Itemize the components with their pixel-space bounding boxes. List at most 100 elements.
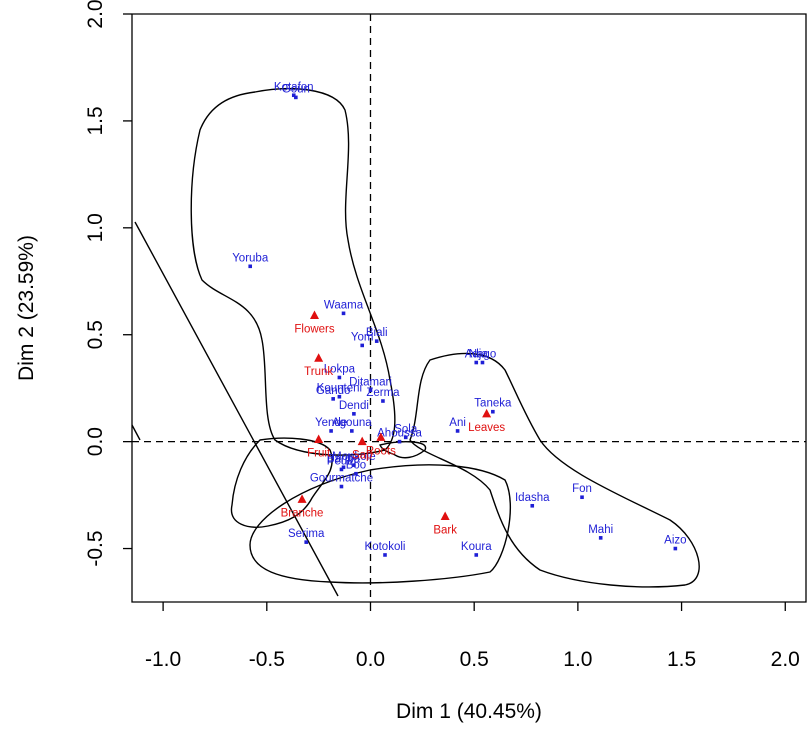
y-axis-title: Dim 2 (23.59%) xyxy=(15,235,38,381)
point-label-fon: Fon xyxy=(572,483,592,495)
point-label-peulh: Peulh xyxy=(327,455,356,467)
point-label-mahi: Mahi xyxy=(588,524,613,536)
point-marker-ditamari xyxy=(368,388,373,393)
boundary-stub xyxy=(131,424,141,441)
point-marker-koura xyxy=(474,553,479,557)
x-axis-title: Dim 1 (40.45%) xyxy=(396,700,542,723)
y-tick-label: 1.5 xyxy=(84,106,107,135)
point-label-monkole: Monkole xyxy=(332,451,375,463)
point-marker-gando xyxy=(331,397,335,401)
y-tick-label: 0.0 xyxy=(84,427,107,456)
point-label-roots: Roots xyxy=(366,445,396,457)
point-marker-idasha xyxy=(530,503,535,508)
point-label-bariba: Bariba xyxy=(327,453,361,465)
point-marker-gourmatche xyxy=(339,484,344,489)
y-tick-label: 2.0 xyxy=(84,0,107,29)
point-marker-yoruba xyxy=(248,264,253,269)
point-marker-sola xyxy=(403,435,408,440)
point-label-fruit: Fruit xyxy=(307,447,331,459)
point-marker-ahoussa xyxy=(397,439,402,444)
y-tick-label: 1.0 xyxy=(84,213,107,242)
point-marker-agouna xyxy=(350,429,354,433)
x-tick-label: 2.0 xyxy=(771,648,800,671)
group-outlines xyxy=(131,87,700,597)
point-marker-roots xyxy=(376,432,386,441)
x-tick-label: 0.0 xyxy=(356,648,385,671)
point-label-nago: Nago xyxy=(469,349,497,361)
point-marker-serima xyxy=(304,540,309,544)
point-marker-adja xyxy=(474,360,479,365)
point-marker-taneka xyxy=(491,409,495,414)
point-label-kotafon: Kotafon xyxy=(274,81,314,93)
point-marker-biali xyxy=(374,339,379,343)
point-label-trunk: Trunk xyxy=(304,366,333,378)
point-marker-bariba xyxy=(341,465,346,470)
point-label-branche: Branche xyxy=(281,507,324,519)
point-marker-yende xyxy=(329,429,333,433)
point-label-flowers: Flowers xyxy=(294,323,335,335)
point-marker-fon xyxy=(580,495,584,500)
point-marker-sap xyxy=(357,436,367,446)
point-marker-aizo xyxy=(673,546,678,551)
point-marker-peulh xyxy=(339,467,344,472)
point-marker-waama xyxy=(341,311,346,316)
point-marker-boo xyxy=(354,471,358,476)
point-label-koura: Koura xyxy=(461,541,492,553)
point-label-sap: Sap xyxy=(352,450,372,462)
point-label-kounteni: Kounteni xyxy=(317,383,362,395)
plot-frame-layer xyxy=(131,13,807,603)
point-marker-trunk xyxy=(314,353,324,362)
x-tick-label: 1.0 xyxy=(563,648,592,671)
point-label-waama: Waama xyxy=(324,299,364,311)
point-label-goun: Goun xyxy=(282,83,310,95)
point-label-leaves: Leaves xyxy=(468,422,505,434)
x-tick-label: 0.5 xyxy=(460,648,489,671)
point-label-ditamari: Ditamari xyxy=(349,376,392,388)
point-label-kotokoli: Kotokoli xyxy=(365,541,406,553)
point-marker-leaves xyxy=(482,408,492,418)
point-marker-fruit xyxy=(314,434,324,443)
point-label-aizo: Aizo xyxy=(664,535,686,547)
point-label-bark: Bark xyxy=(433,524,457,536)
point-marker-goun xyxy=(294,95,298,100)
point-marker-dendi xyxy=(352,412,356,416)
x-tick-label: -0.5 xyxy=(249,648,285,671)
point-marker-kounteni xyxy=(337,394,342,399)
point-label-agouna: Agouna xyxy=(332,417,372,429)
point-label-biali: Biali xyxy=(366,327,388,339)
point-marker-ani xyxy=(455,429,460,433)
point-label-ahoussa: Ahoussa xyxy=(377,428,422,440)
point-label-idasha: Idasha xyxy=(515,492,550,504)
point-marker-lokpa xyxy=(337,375,342,380)
point-marker-yom xyxy=(360,343,364,348)
axes: -1.0 -0.5 0.0 0.5 1.0 1.5 2.0 -0.5 0.0 0.5 1.0 1.5 2… xyxy=(84,0,800,671)
point-label-lokpa: Lokpa xyxy=(324,363,356,375)
boundary-line xyxy=(134,221,339,597)
point-marker-zerma xyxy=(381,399,385,403)
point-label-yom: Yom xyxy=(351,331,374,343)
point-label-gando: Gando xyxy=(316,385,351,397)
point-marker-kotafon xyxy=(291,93,296,98)
point-marker-nago xyxy=(480,360,485,365)
point-label-ani: Ani xyxy=(449,417,466,429)
point-label-yoruba: Yoruba xyxy=(232,252,269,264)
reference-lines xyxy=(132,14,806,602)
point-marker-monkole xyxy=(352,463,356,467)
group-outline xyxy=(249,464,512,584)
point-label-zerma: Zerma xyxy=(366,387,400,399)
group-outline xyxy=(190,87,396,456)
point-marker-branche xyxy=(297,494,307,503)
point-label-dendi: Dendi xyxy=(339,400,369,412)
x-tick-label: -1.0 xyxy=(145,648,181,671)
point-label-serima: Serima xyxy=(288,528,325,540)
point-label-adja: Adja xyxy=(465,349,489,361)
point-label-gourmatche: Gourmatche xyxy=(310,473,373,485)
point-label-taneka: Taneka xyxy=(474,398,512,410)
plot-border xyxy=(131,13,807,603)
point-label-boo: Boo xyxy=(346,460,366,472)
point-label-sola: Sola xyxy=(394,423,418,435)
point-marker-kotokoli xyxy=(383,553,387,557)
point-marker-flowers xyxy=(309,310,319,319)
